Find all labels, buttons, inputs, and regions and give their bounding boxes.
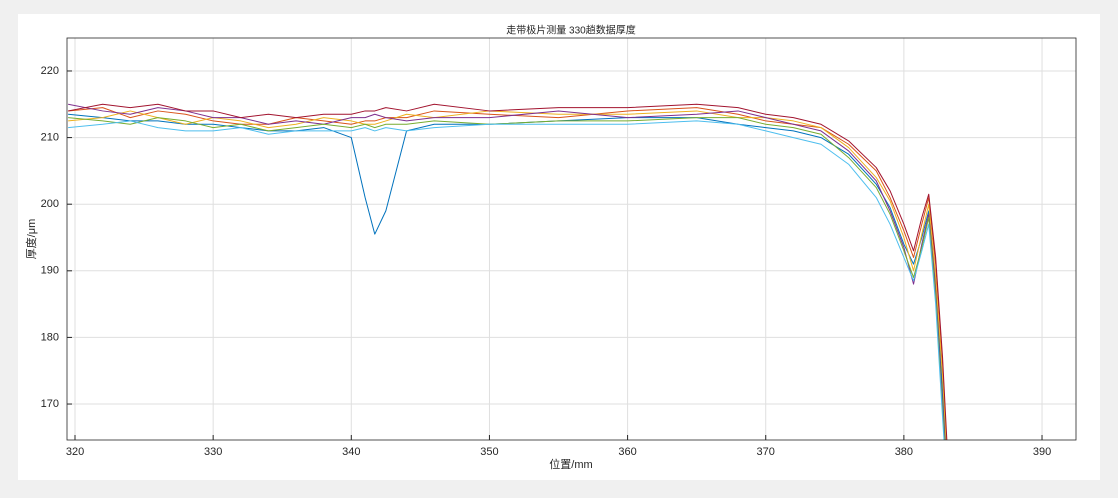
data-line (68, 103, 948, 440)
x-tick-label: 320 (66, 446, 84, 458)
x-tick-label: 360 (618, 446, 636, 458)
y-tick-label: 220 (41, 65, 59, 77)
x-tick-label: 380 (895, 446, 913, 458)
y-tick-label: 170 (41, 398, 59, 410)
data-line (68, 110, 947, 440)
x-axis-label: 位置/mm (549, 457, 592, 471)
x-tick-label: 340 (342, 446, 360, 458)
figure-panel (18, 14, 1100, 480)
data-line (68, 107, 947, 440)
data-line (68, 120, 945, 440)
data-line (68, 117, 945, 440)
y-axis-label: 厚度/μm (24, 219, 38, 260)
x-tick-label: 330 (204, 446, 222, 458)
x-tick-label: 350 (480, 446, 498, 458)
y-tick-label: 180 (41, 331, 59, 343)
data-line (68, 103, 946, 440)
axes-box (66, 37, 1077, 441)
chart-title: 走带极片测量 330趟数据厚度 (506, 24, 635, 37)
lines (68, 103, 948, 440)
y-tick-label: 190 (41, 265, 59, 277)
y-tick-label: 200 (41, 198, 59, 210)
y-tick-label: 210 (41, 131, 59, 143)
x-tick-label: 370 (757, 446, 775, 458)
x-tick-label: 390 (1033, 446, 1051, 458)
